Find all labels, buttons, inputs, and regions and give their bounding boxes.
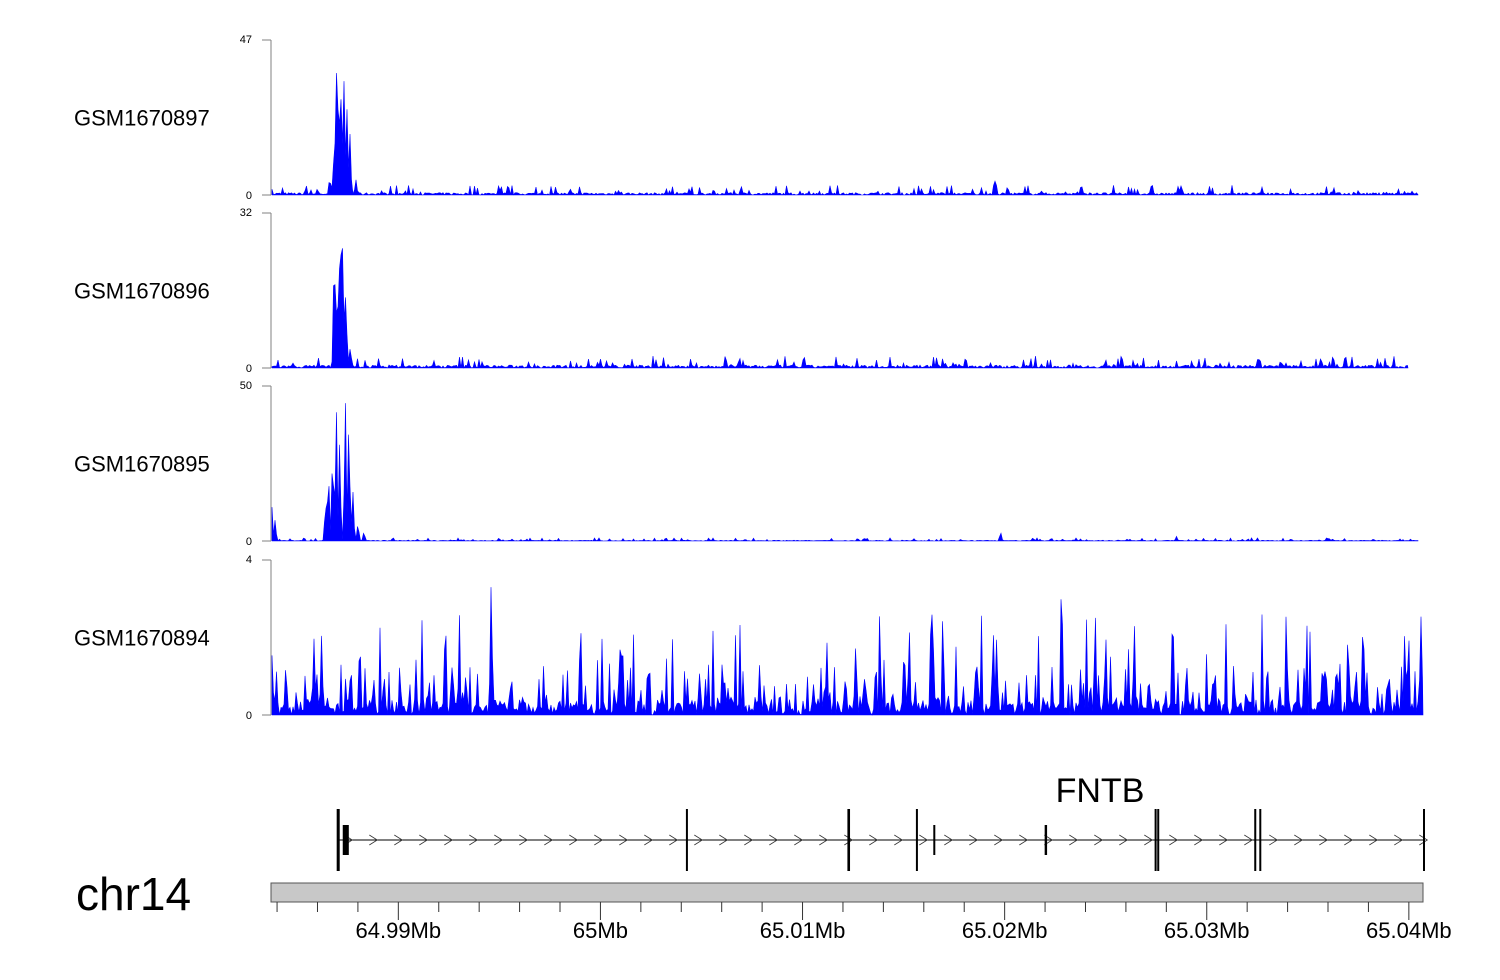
track-label: GSM1670895 [74,452,210,477]
strand-arrow-icon [444,834,454,846]
gene-name-label: FNTB [1056,772,1145,810]
strand-arrow-icon [794,834,804,846]
strand-arrow-icon [544,834,554,846]
exon [915,809,918,871]
exon [342,825,349,855]
axis-tick-label: 65.02Mb [962,918,1048,943]
signal-area [271,72,1419,196]
strand-arrow-icon [1219,834,1229,846]
strand-arrow-icon [894,834,904,846]
strand-arrow-icon [1344,834,1354,846]
exon [685,809,688,871]
track-label: GSM1670896 [74,279,210,304]
strand-arrow-icon [719,834,729,846]
y-tick-label: 0 [246,710,252,722]
strand-arrow-icon [869,834,879,846]
axis-tick-label: 65.03Mb [1164,918,1250,943]
strand-arrow-icon [1394,834,1404,846]
exon [336,809,340,871]
strand-arrow-icon [744,834,754,846]
exon [1423,809,1425,871]
strand-arrow-icon [469,834,479,846]
strand-arrow-icon [569,834,579,846]
track-label: GSM1670894 [74,626,210,651]
signal-area [271,587,1424,716]
strand-arrow-icon [644,834,654,846]
strand-arrow-icon [919,834,929,846]
y-tick-label: 32 [240,207,252,219]
track-label: GSM1670897 [74,106,210,131]
axis-tick-label: 65Mb [573,918,628,943]
chromosome-label: chr14 [76,868,191,920]
strand-arrow-icon [1419,834,1429,846]
strand-arrow-icon [669,834,679,846]
strand-arrow-icon [419,834,429,846]
track-GSM1670897: GSM1670897 47 0 [74,34,1419,202]
strand-arrow-icon [844,834,854,846]
strand-arrow-icon [819,834,829,846]
exon [1259,809,1262,871]
track-GSM1670896: GSM1670896 32 0 [74,207,1409,375]
axis-tick-label: 65.04Mb [1366,918,1452,943]
y-tick-label: 0 [246,190,252,202]
strand-arrow-icon [619,834,629,846]
strand-arrow-icon [1144,834,1154,846]
strand-arrow-icon [1169,834,1179,846]
axis-tick-label: 65.01Mb [760,918,846,943]
exon [1254,809,1257,871]
strand-arrow-icon [1119,834,1129,846]
strand-arrow-icon [394,834,404,846]
track-GSM1670894: GSM1670894 4 0 [74,554,1424,722]
signal-area [271,248,1409,369]
strand-arrow-icon [1294,834,1304,846]
axis-tick-label: 64.99Mb [356,918,442,943]
gene-track [336,809,1429,871]
strand-arrow-icon [369,834,379,846]
exon [847,809,851,871]
strand-arrow-icon [1369,834,1379,846]
strand-arrow-icon [1194,834,1204,846]
strand-arrow-icon [1269,834,1279,846]
strand-arrow-icon [1244,834,1254,846]
y-tick-label: 50 [240,380,252,392]
strand-arrow-icon [694,834,704,846]
strand-arrow-icon [519,834,529,846]
y-tick-label: 47 [240,34,252,46]
exon [933,825,936,855]
strand-arrow-icon [594,834,604,846]
strand-arrow-icon [1094,834,1104,846]
genome-axis: 64.99Mb 65Mb 65.01Mb 65.02Mb 65.03Mb 65.04Mb [276,902,1452,943]
strand-arrow-icon [994,834,1004,846]
strand-arrow-icon [1319,834,1329,846]
strand-arrow-icon [1019,834,1029,846]
exon [1044,825,1048,855]
track-GSM1670895: GSM1670895 50 0 [74,380,1419,548]
genome-axis-bar [270,882,1424,903]
strand-arrow-icon [769,834,779,846]
y-tick-label: 4 [246,554,252,566]
exon [1154,809,1157,871]
strand-arrow-icon [1069,834,1079,846]
strand-arrow-icon [944,834,954,846]
y-tick-label: 0 [246,363,252,375]
y-tick-label: 0 [246,536,252,548]
signal-area [271,403,1419,542]
strand-arrow-icon [969,834,979,846]
exon [1157,809,1160,871]
strand-arrow-icon [494,834,504,846]
